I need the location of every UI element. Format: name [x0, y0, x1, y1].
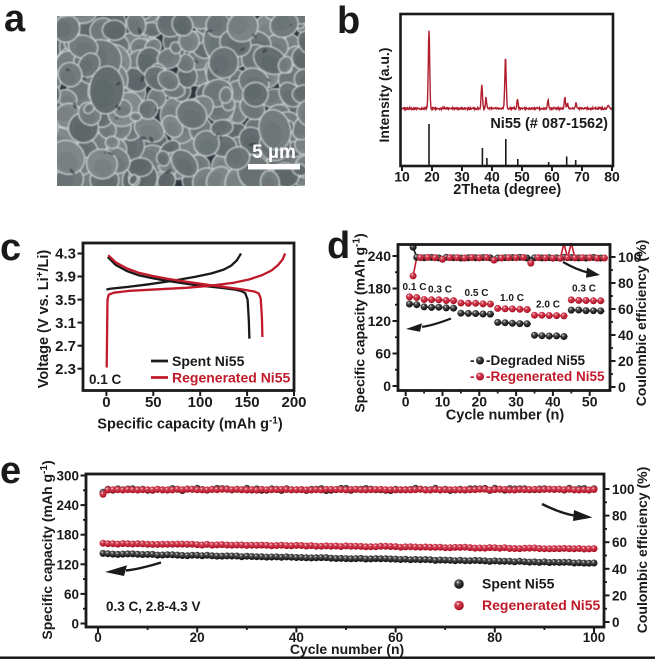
svg-text:100: 100	[618, 249, 642, 265]
svg-text:-Regenerated Ni55: -Regenerated Ni55	[486, 369, 605, 384]
svg-text:0: 0	[94, 630, 102, 645]
svg-text:-: -	[470, 369, 475, 384]
svg-text:80: 80	[618, 275, 634, 291]
svg-text:20: 20	[612, 588, 627, 603]
svg-text:3.9: 3.9	[55, 269, 76, 286]
svg-text:Voltage (V vs. Li+/Li): Voltage (V vs. Li+/Li)	[35, 250, 53, 389]
svg-text:0: 0	[402, 393, 410, 409]
svg-text:0: 0	[383, 378, 391, 394]
svg-text:70: 70	[574, 169, 590, 185]
svg-text:0: 0	[618, 379, 626, 395]
svg-text:1.0 C: 1.0 C	[500, 293, 524, 304]
svg-text:-Degraded Ni55: -Degraded Ni55	[486, 353, 586, 368]
svg-text:Cycle number (n): Cycle number (n)	[290, 641, 404, 657]
svg-text:50: 50	[582, 393, 598, 409]
svg-text:0.5 C: 0.5 C	[465, 288, 489, 299]
svg-text:50: 50	[145, 394, 162, 411]
svg-text:2.0 C: 2.0 C	[536, 300, 560, 311]
svg-text:Spent Ni55: Spent Ni55	[172, 353, 245, 369]
svg-text:20: 20	[618, 353, 634, 369]
svg-text:30: 30	[508, 393, 524, 409]
svg-text:100: 100	[583, 630, 606, 645]
svg-text:0.1 C: 0.1 C	[89, 372, 122, 387]
svg-text:40: 40	[484, 169, 500, 185]
svg-text:20: 20	[472, 393, 488, 409]
svg-text:Cycle number (n): Cycle number (n)	[446, 408, 565, 424]
svg-text:60: 60	[618, 301, 634, 317]
svg-text:4.3: 4.3	[55, 246, 76, 263]
svg-text:-: -	[470, 353, 475, 368]
svg-text:80: 80	[487, 630, 502, 645]
svg-text:Intensity (a.u.): Intensity (a.u.)	[376, 48, 392, 143]
svg-text:60: 60	[375, 346, 391, 362]
svg-text:180: 180	[368, 281, 392, 297]
svg-text:240: 240	[56, 498, 79, 513]
svg-text:0: 0	[612, 615, 620, 630]
svg-text:50: 50	[514, 169, 530, 185]
svg-text:200: 200	[281, 394, 306, 411]
svg-text:Coulombic efficiency (%): Coulombic efficiency (%)	[633, 240, 649, 406]
svg-text:60: 60	[64, 587, 79, 602]
svg-text:3.1: 3.1	[55, 315, 76, 332]
svg-text:Ni55 (# 087-1562): Ni55 (# 087-1562)	[490, 116, 608, 132]
svg-text:10: 10	[435, 393, 451, 409]
svg-text:100: 100	[612, 482, 635, 497]
svg-text:0: 0	[102, 394, 110, 411]
svg-text:0.3 C: 0.3 C	[572, 284, 596, 295]
svg-text:20: 20	[424, 169, 440, 185]
svg-text:150: 150	[235, 394, 260, 411]
svg-text:Specific capacity (mAh g-1): Specific capacity (mAh g-1)	[97, 415, 283, 433]
svg-text:Spent Ni55: Spent Ni55	[482, 576, 555, 592]
svg-text:180: 180	[56, 528, 79, 543]
svg-text:Regenerated Ni55: Regenerated Ni55	[172, 370, 290, 386]
svg-text:2.3: 2.3	[55, 361, 76, 378]
svg-text:3.5: 3.5	[55, 292, 76, 309]
svg-text:80: 80	[604, 169, 620, 185]
svg-text:2.7: 2.7	[55, 338, 76, 355]
svg-text:40: 40	[612, 562, 627, 577]
svg-text:5 µm: 5 µm	[252, 142, 296, 163]
svg-text:Specific capacity (mAh g-1): Specific capacity (mAh g-1)	[39, 460, 56, 639]
svg-text:120: 120	[56, 557, 79, 572]
svg-text:0.3 C: 0.3 C	[428, 285, 452, 296]
svg-text:0.1 C: 0.1 C	[403, 282, 427, 293]
svg-text:60: 60	[612, 535, 627, 550]
svg-text:Coulombic efficiency (%): Coulombic efficiency (%)	[634, 467, 650, 633]
svg-text:300: 300	[56, 469, 79, 484]
svg-text:120: 120	[368, 313, 392, 329]
svg-text:100: 100	[188, 394, 213, 411]
svg-text:0: 0	[71, 617, 79, 632]
svg-text:0.3 C, 2.8-4.3 V: 0.3 C, 2.8-4.3 V	[106, 599, 201, 614]
svg-text:60: 60	[544, 169, 560, 185]
svg-text:Regenerated Ni55: Regenerated Ni55	[482, 597, 600, 613]
svg-text:2Theta (degree): 2Theta (degree)	[453, 182, 561, 198]
svg-text:40: 40	[618, 327, 634, 343]
svg-text:60: 60	[388, 630, 403, 645]
svg-text:40: 40	[545, 393, 561, 409]
svg-text:Specific capacity (mAh g-1): Specific capacity (mAh g-1)	[351, 233, 368, 412]
svg-text:240: 240	[368, 248, 392, 264]
svg-text:80: 80	[612, 509, 627, 524]
svg-text:20: 20	[190, 630, 205, 645]
svg-text:40: 40	[289, 630, 304, 645]
svg-text:10: 10	[394, 169, 410, 185]
svg-text:30: 30	[454, 169, 470, 185]
